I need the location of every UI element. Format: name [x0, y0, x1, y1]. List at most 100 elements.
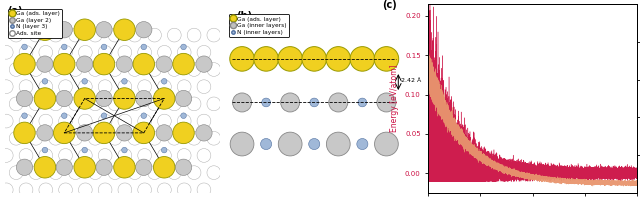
Circle shape — [108, 97, 122, 111]
Circle shape — [177, 183, 191, 197]
Circle shape — [19, 149, 33, 162]
Circle shape — [79, 46, 92, 59]
Circle shape — [118, 46, 132, 59]
Circle shape — [59, 183, 72, 197]
Circle shape — [168, 166, 181, 179]
Circle shape — [207, 28, 221, 42]
Circle shape — [54, 53, 75, 75]
Circle shape — [39, 149, 52, 162]
Circle shape — [148, 97, 161, 111]
Circle shape — [374, 132, 398, 156]
Circle shape — [93, 122, 115, 144]
Circle shape — [22, 113, 28, 118]
Circle shape — [156, 125, 172, 141]
Circle shape — [187, 166, 201, 179]
Circle shape — [61, 44, 67, 50]
Circle shape — [302, 47, 326, 71]
Circle shape — [74, 157, 95, 178]
Circle shape — [196, 125, 212, 141]
Circle shape — [177, 80, 191, 94]
Circle shape — [59, 80, 72, 94]
Circle shape — [34, 88, 56, 109]
Circle shape — [138, 46, 152, 59]
Circle shape — [177, 46, 191, 59]
Circle shape — [187, 63, 201, 76]
Circle shape — [82, 79, 88, 84]
Circle shape — [141, 44, 147, 50]
Circle shape — [19, 80, 33, 94]
Circle shape — [157, 149, 172, 162]
Circle shape — [122, 147, 127, 153]
Circle shape — [157, 183, 172, 197]
Circle shape — [350, 47, 374, 71]
Circle shape — [281, 93, 300, 112]
Circle shape — [19, 114, 33, 128]
Circle shape — [34, 19, 56, 40]
Circle shape — [116, 56, 132, 72]
Circle shape — [88, 97, 102, 111]
Circle shape — [180, 113, 186, 118]
Text: 2.42 Å: 2.42 Å — [401, 78, 422, 83]
Circle shape — [49, 28, 63, 42]
Circle shape — [197, 46, 211, 59]
Circle shape — [61, 113, 67, 118]
Circle shape — [187, 28, 201, 42]
Circle shape — [230, 47, 254, 71]
Circle shape — [9, 166, 23, 179]
Circle shape — [88, 63, 102, 76]
Circle shape — [173, 122, 195, 144]
Circle shape — [96, 159, 112, 176]
Circle shape — [0, 183, 13, 197]
Circle shape — [128, 97, 141, 111]
Circle shape — [278, 132, 302, 156]
Circle shape — [197, 114, 211, 128]
Circle shape — [168, 131, 181, 145]
Circle shape — [0, 46, 13, 59]
Circle shape — [136, 90, 152, 107]
Legend: Ga (ads. layer), Ga (inner layers), N (inner layers): Ga (ads. layer), Ga (inner layers), N (i… — [229, 14, 289, 37]
Circle shape — [88, 166, 102, 179]
Circle shape — [68, 97, 83, 111]
Circle shape — [207, 131, 221, 145]
Circle shape — [49, 63, 63, 76]
Circle shape — [128, 166, 141, 179]
Circle shape — [118, 183, 132, 197]
Circle shape — [114, 88, 135, 109]
Circle shape — [96, 90, 112, 107]
Circle shape — [196, 56, 212, 72]
Circle shape — [0, 149, 13, 162]
Circle shape — [29, 97, 43, 111]
Circle shape — [108, 63, 122, 76]
Circle shape — [29, 63, 43, 76]
Circle shape — [98, 46, 112, 59]
Circle shape — [114, 157, 135, 178]
Circle shape — [22, 44, 28, 50]
Circle shape — [14, 122, 35, 144]
Circle shape — [79, 114, 92, 128]
Circle shape — [19, 183, 33, 197]
Circle shape — [138, 149, 152, 162]
Circle shape — [98, 149, 112, 162]
Circle shape — [118, 114, 132, 128]
Circle shape — [98, 80, 112, 94]
Circle shape — [357, 138, 368, 150]
Circle shape — [98, 114, 112, 128]
Circle shape — [136, 21, 152, 38]
Circle shape — [68, 166, 83, 179]
Circle shape — [168, 28, 181, 42]
Circle shape — [358, 98, 367, 107]
Circle shape — [128, 63, 141, 76]
Circle shape — [59, 114, 72, 128]
Circle shape — [128, 131, 141, 145]
Circle shape — [79, 80, 92, 94]
Circle shape — [108, 166, 122, 179]
Circle shape — [154, 157, 175, 178]
Circle shape — [197, 183, 211, 197]
Circle shape — [108, 28, 122, 42]
Circle shape — [138, 80, 152, 94]
Circle shape — [88, 131, 102, 145]
Circle shape — [56, 21, 72, 38]
Circle shape — [19, 46, 33, 59]
Circle shape — [148, 131, 161, 145]
Circle shape — [59, 46, 72, 59]
